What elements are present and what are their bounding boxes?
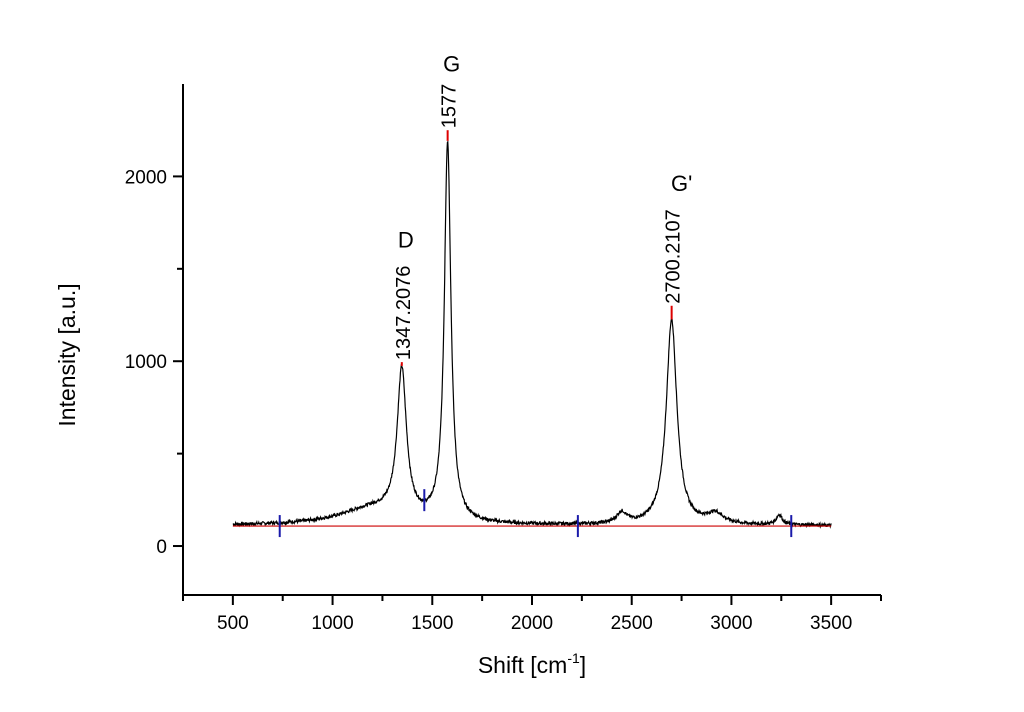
x-axis-ticks: 500 1000 1500 2000 2500 3000 3500 — [182, 595, 882, 634]
y-axis-ticks: 0 1000 2000 — [125, 167, 183, 558]
y-tick-label: 2000 — [125, 167, 167, 188]
x-tick-label: 2500 — [611, 613, 653, 634]
y-tick-label: 1000 — [125, 352, 167, 373]
y-axis-title: Intensity [a.u.] — [54, 283, 80, 426]
x-axis-title-main: Shift [cm — [478, 652, 567, 678]
peak-name-label: G — [443, 51, 460, 76]
x-tick-label: 1000 — [311, 613, 353, 634]
x-tick-label: 500 — [217, 613, 249, 634]
x-tick-label: 1500 — [411, 613, 453, 634]
peak-value-label: 1577 — [439, 84, 461, 129]
peak-value-label: 2700.2107 — [663, 209, 685, 304]
x-tick-label: 3500 — [810, 613, 852, 634]
x-axis-title-suffix: ] — [580, 652, 586, 678]
x-tick-label: 3000 — [710, 613, 752, 634]
x-tick-label: 2000 — [511, 613, 553, 634]
peak-name-label: D — [398, 227, 414, 252]
peak-name-label: G' — [671, 171, 692, 196]
peak-value-label: 1347.2076 — [393, 266, 415, 361]
spectrum-line — [232, 140, 832, 529]
x-axis-title: Shift [cm-1] — [478, 650, 586, 678]
peak-annotations: 1347.2076 D 1577 G 2700.2107 G' — [393, 51, 692, 366]
plot-area — [232, 140, 832, 538]
y-tick-label: 0 — [156, 537, 167, 558]
x-axis-title-superscript: -1 — [567, 650, 580, 666]
